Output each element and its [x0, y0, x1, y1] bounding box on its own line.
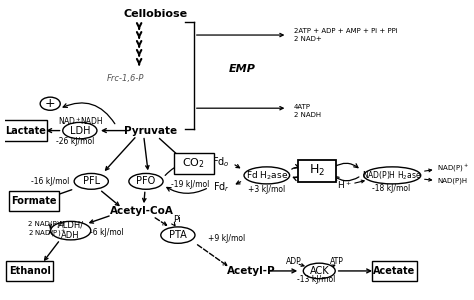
FancyBboxPatch shape [9, 190, 59, 211]
Text: Ethanol: Ethanol [9, 266, 51, 276]
Text: Acetyl-CoA: Acetyl-CoA [109, 206, 173, 216]
Text: Cellobiose: Cellobiose [123, 9, 187, 19]
Text: NADH: NADH [80, 117, 102, 126]
Text: Pi: Pi [173, 215, 181, 224]
Ellipse shape [74, 173, 109, 189]
Ellipse shape [244, 167, 290, 184]
Circle shape [40, 97, 60, 110]
Text: ALDH/
ADH: ALDH/ ADH [58, 221, 84, 240]
Text: -16 kJ/mol: -16 kJ/mol [31, 177, 69, 186]
Text: -26 kJ/mol: -26 kJ/mol [56, 137, 94, 146]
FancyBboxPatch shape [298, 160, 336, 182]
Text: EMP: EMP [228, 64, 255, 74]
Text: -6 kJ/mol: -6 kJ/mol [91, 228, 124, 237]
Text: Fd$_o$: Fd$_o$ [212, 155, 230, 169]
Text: Acetyl-P: Acetyl-P [227, 266, 275, 276]
Text: Fd$_r$: Fd$_r$ [213, 180, 230, 194]
Text: PFO: PFO [137, 176, 155, 186]
Ellipse shape [303, 263, 335, 279]
Text: +9 kJ/mol: +9 kJ/mol [208, 234, 245, 243]
Text: NAD(P)H H$_2$ase: NAD(P)H H$_2$ase [363, 169, 422, 182]
Text: CO$_2$: CO$_2$ [182, 157, 205, 170]
Text: -18 kJ/mol: -18 kJ/mol [372, 184, 410, 193]
Ellipse shape [161, 227, 195, 243]
Ellipse shape [364, 167, 421, 184]
Text: LDH: LDH [70, 126, 90, 136]
Text: Fd H$_2$ase: Fd H$_2$ase [246, 169, 288, 182]
FancyBboxPatch shape [3, 120, 47, 141]
Text: 2 NADH: 2 NADH [294, 112, 321, 118]
FancyBboxPatch shape [174, 153, 214, 174]
Text: Frc-1,6-P: Frc-1,6-P [107, 74, 144, 83]
FancyBboxPatch shape [7, 261, 53, 281]
Text: H$^+$: H$^+$ [337, 179, 352, 191]
Ellipse shape [63, 122, 97, 139]
Text: PTA: PTA [169, 230, 187, 240]
Text: -19 kJ/mol: -19 kJ/mol [171, 180, 210, 189]
Text: Formate: Formate [11, 196, 57, 206]
Text: ADP: ADP [286, 256, 301, 266]
Text: +3 kJ/mol: +3 kJ/mol [248, 185, 285, 194]
Text: Pyruvate: Pyruvate [124, 126, 177, 136]
Text: Lactate: Lactate [5, 126, 46, 136]
Text: PFL: PFL [82, 176, 100, 186]
Text: +: + [45, 97, 55, 110]
Text: Acetate: Acetate [374, 266, 416, 276]
Text: NAD(P)H: NAD(P)H [437, 177, 467, 184]
Text: 2 NAD+: 2 NAD+ [294, 36, 322, 42]
Text: H$_2$: H$_2$ [309, 164, 325, 178]
Text: NAD$^+$: NAD$^+$ [58, 115, 82, 127]
Text: NAD(P)$^+$: NAD(P)$^+$ [437, 163, 469, 175]
Text: -13 kJ/mol: -13 kJ/mol [297, 274, 335, 284]
FancyBboxPatch shape [372, 261, 417, 281]
Text: 2 NAD(P)$^+$: 2 NAD(P)$^+$ [28, 228, 67, 239]
Ellipse shape [51, 221, 91, 240]
Ellipse shape [129, 173, 163, 189]
Text: 2ATP + ADP + AMP + Pi + PPi: 2ATP + ADP + AMP + Pi + PPi [294, 28, 398, 34]
Text: 2 NAD(P)H: 2 NAD(P)H [28, 221, 65, 227]
Text: 4ATP: 4ATP [294, 104, 311, 110]
Text: ACK: ACK [310, 266, 329, 276]
Text: ATP: ATP [329, 256, 344, 266]
